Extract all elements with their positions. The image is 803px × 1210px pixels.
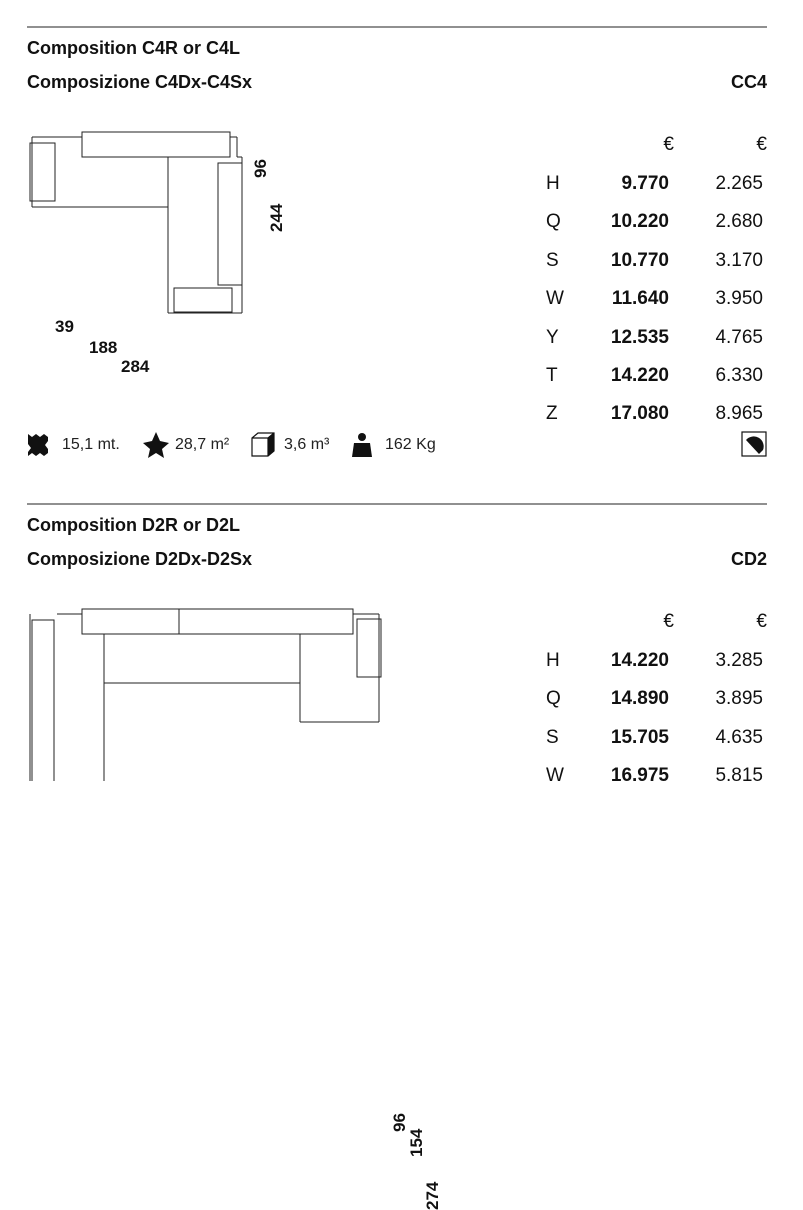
dimension-label: 154 xyxy=(407,1128,426,1157)
price-secondary: 8.965 xyxy=(715,403,763,425)
spec-value: 15,1 mt. xyxy=(62,436,120,453)
cushion xyxy=(356,618,382,678)
icon-weight-body xyxy=(352,443,372,457)
price-main: 10.770 xyxy=(610,249,669,271)
dimension-label: 284 xyxy=(121,357,150,376)
fabric-category: H xyxy=(546,650,560,671)
price-secondary: 3.895 xyxy=(715,688,763,710)
price-main: 12.535 xyxy=(610,326,669,348)
price-secondary: 4.635 xyxy=(715,726,763,748)
drawings xyxy=(27,26,767,781)
spec-value: 3,6 m³ xyxy=(284,436,330,453)
fabric-category: Q xyxy=(546,688,561,710)
price-secondary: 2.265 xyxy=(715,173,763,194)
section-title: Composition D2R or D2L xyxy=(27,515,241,535)
fabric-category: S xyxy=(546,726,559,748)
fabric-category: H xyxy=(546,173,560,194)
icon-fabric xyxy=(28,434,48,456)
spec-value: 162 Kg xyxy=(385,436,436,453)
price-main: 11.640 xyxy=(611,288,669,310)
icon-weight xyxy=(358,433,366,441)
dimension-label: 96 xyxy=(251,159,270,178)
icon-area xyxy=(143,432,169,458)
cushion xyxy=(29,142,56,202)
composition-code: CD2 xyxy=(730,549,767,569)
fabric-category: Q xyxy=(546,211,561,233)
cushion xyxy=(217,162,243,286)
dimension-label: 188 xyxy=(89,338,118,357)
price-secondary: 3.170 xyxy=(715,249,763,271)
section-subtitle: Composizione D2Dx-D2Sx xyxy=(27,549,253,569)
fabric-category: T xyxy=(546,365,558,386)
price-secondary: 3.950 xyxy=(715,288,763,310)
cushion xyxy=(31,619,55,781)
dimension-label: 96 xyxy=(390,1113,409,1132)
price-main: 14.890 xyxy=(610,688,669,710)
price-secondary: 6.330 xyxy=(715,365,763,386)
icon-volume-fill xyxy=(268,433,274,456)
price-secondary: 3.285 xyxy=(715,650,763,671)
currency-header: € xyxy=(663,611,674,632)
currency-header: € xyxy=(663,134,674,155)
dimension-label: 274 xyxy=(423,1181,442,1210)
price-secondary: 4.765 xyxy=(715,326,763,348)
icon-corner-fill xyxy=(746,436,764,454)
price-main: 17.080 xyxy=(610,403,669,425)
page: {"sections": [ {"title": "Composition C4… xyxy=(27,26,767,1210)
back xyxy=(81,608,354,635)
dimension-label: 244 xyxy=(267,203,286,232)
fabric-category: W xyxy=(546,288,564,310)
price-main: 15.705 xyxy=(610,726,669,748)
price-main: 16.975 xyxy=(610,765,669,787)
fabric-category: S xyxy=(546,249,559,271)
price-main: 10.220 xyxy=(610,211,669,233)
currency-header: € xyxy=(756,611,767,632)
icon-corner xyxy=(741,431,767,457)
section-title: Composition C4R or C4L xyxy=(27,38,241,58)
back xyxy=(81,131,231,158)
fabric-category: Y xyxy=(546,326,559,348)
fabric-category: W xyxy=(546,765,564,787)
cushion xyxy=(173,287,233,313)
price-secondary: 5.815 xyxy=(715,765,763,787)
spec-value: 28,7 m² xyxy=(175,436,230,453)
dimension-label: 39 xyxy=(55,317,74,336)
price-main: 14.220 xyxy=(610,650,669,671)
currency-header: € xyxy=(756,134,767,155)
section-subtitle: Composizione C4Dx-C4Sx xyxy=(27,72,253,92)
price-main: 9.770 xyxy=(621,173,669,194)
composition-code: CC4 xyxy=(730,72,767,92)
price-main: 14.220 xyxy=(610,365,669,386)
price-secondary: 2.680 xyxy=(715,211,763,233)
fabric-category: Z xyxy=(546,403,558,425)
